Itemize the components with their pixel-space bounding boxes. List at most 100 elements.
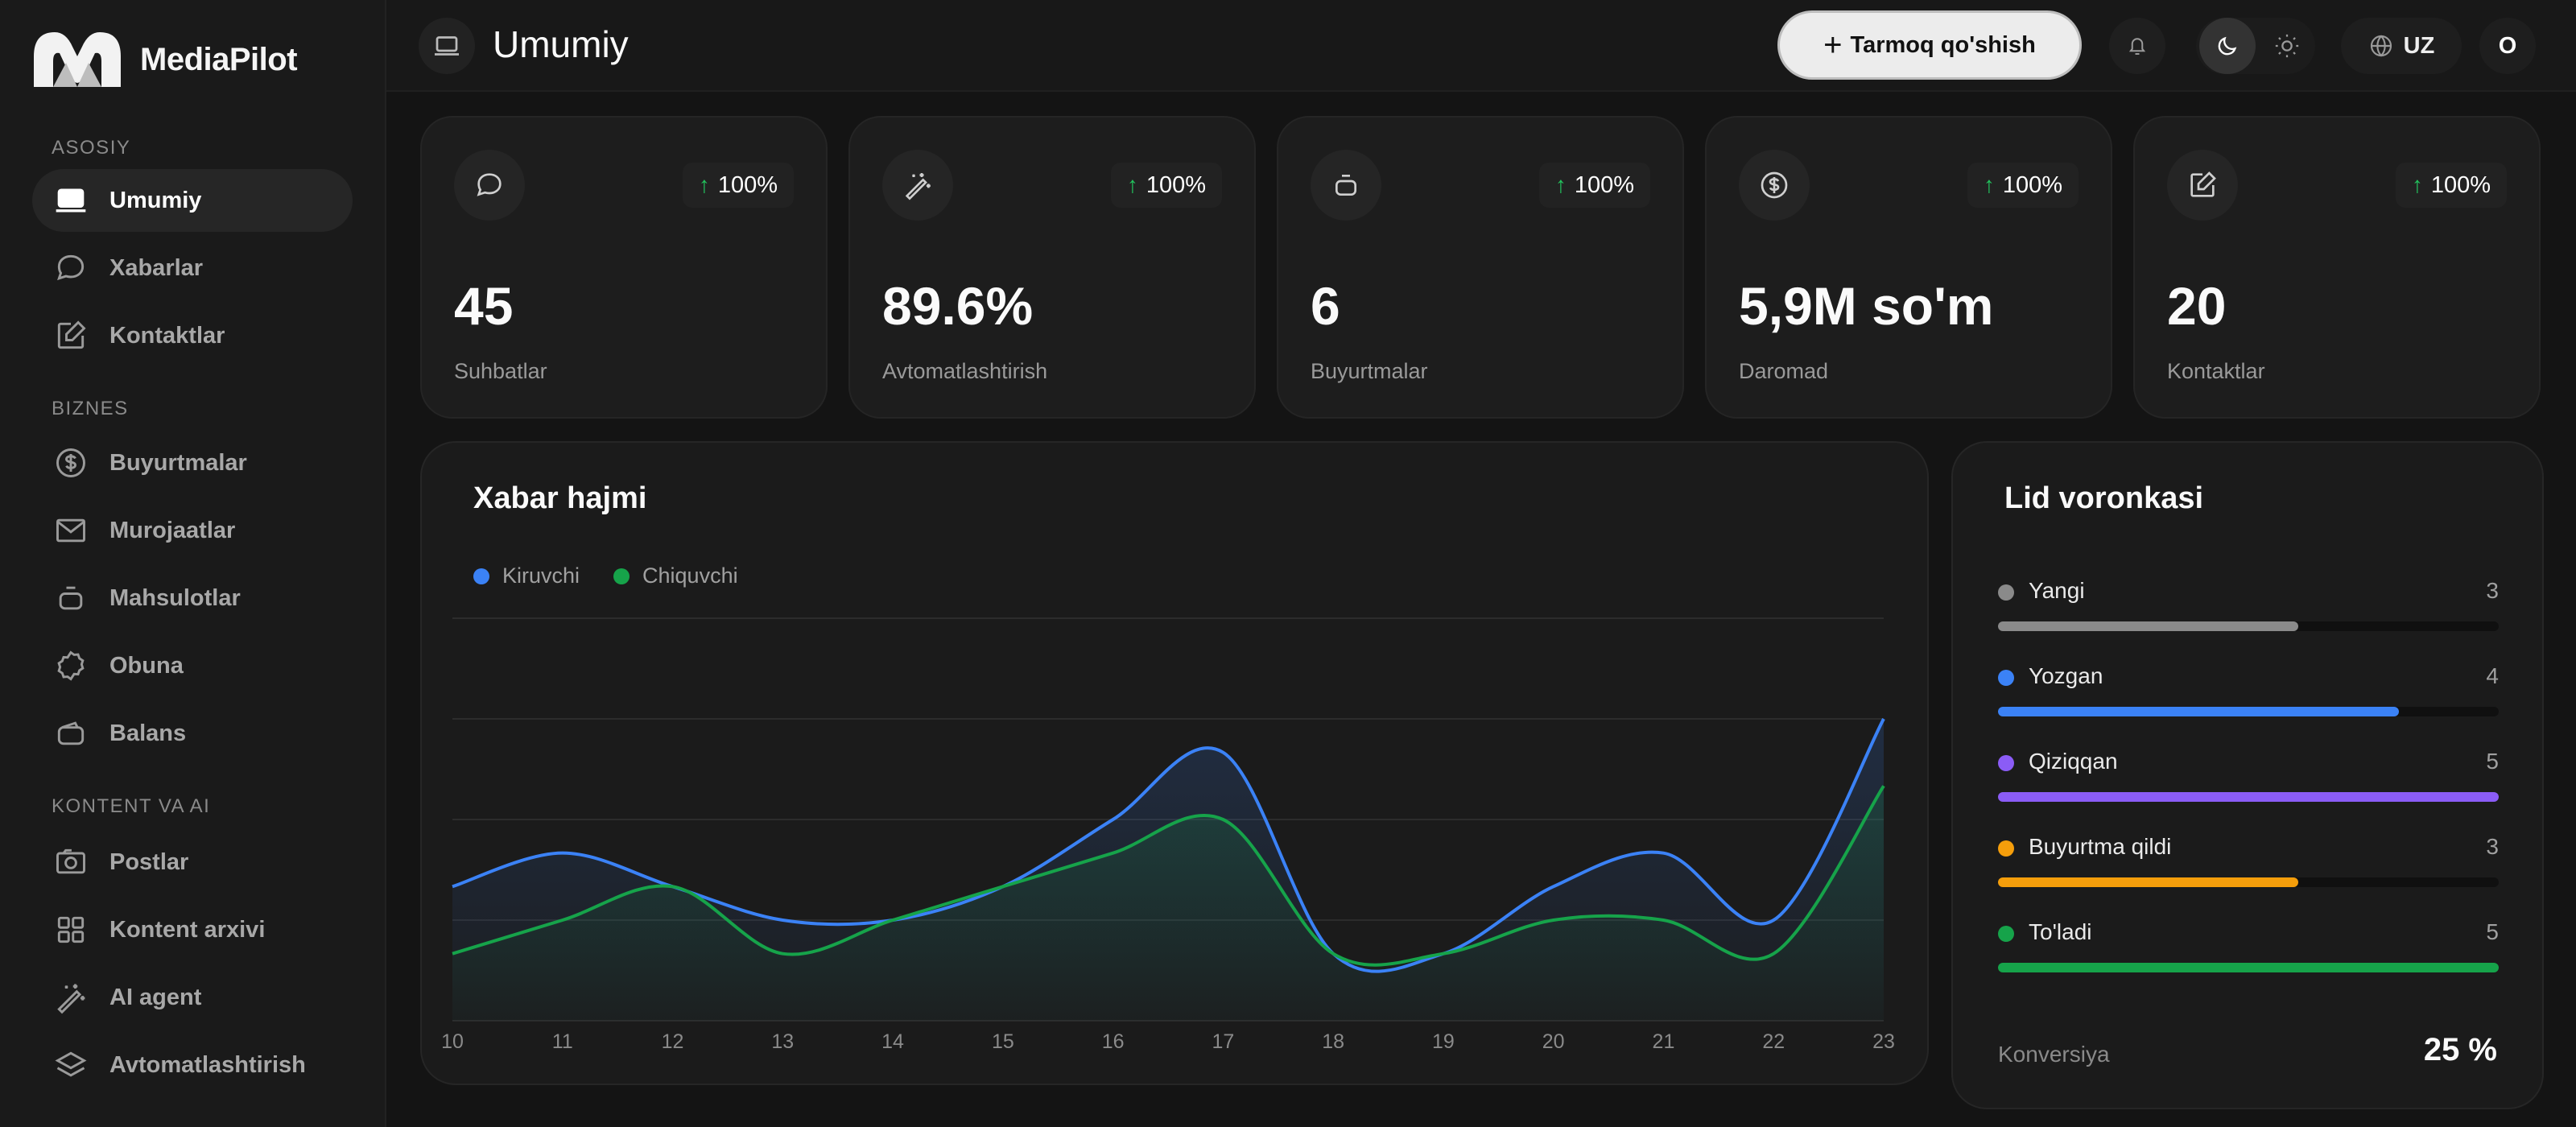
funnel-stage-count: 3: [2486, 834, 2499, 859]
dark-theme-button[interactable]: [2199, 18, 2256, 74]
box-icon: [52, 579, 90, 617]
funnel-stage: Qiziqqan 5: [1998, 749, 2499, 813]
add-network-label: Tarmoq qo'shish: [1850, 31, 2036, 58]
stat-label: Kontaktlar: [2167, 359, 2265, 383]
change-badge: ↑ 100%: [1538, 163, 1650, 208]
light-theme-button[interactable]: [2259, 18, 2315, 74]
arrow-up-icon: ↑: [2411, 172, 2423, 197]
funnel-stage-track: [1998, 877, 2499, 887]
funnel-stage-track: [1998, 963, 2499, 972]
x-tick-label: 18: [1322, 1030, 1344, 1053]
x-tick-label: 23: [1872, 1030, 1895, 1053]
sidebar-item-buyurtmalar[interactable]: Buyurtmalar: [32, 431, 353, 494]
x-tick-label: 16: [1102, 1030, 1125, 1053]
x-tick-label: 14: [881, 1030, 904, 1053]
sidebar-item-label: Umumiy: [109, 187, 202, 213]
chart-legend: Kiruvchi Chiquvchi: [473, 564, 772, 588]
sidebar-item-kontent-arxivi[interactable]: Kontent arxivi: [32, 898, 353, 961]
stat-value: 89.6%: [882, 276, 1034, 336]
arrow-up-icon: ↑: [1554, 172, 1567, 197]
edit-square-icon: [52, 316, 90, 355]
sidebar-item-label: AI agent: [109, 984, 202, 1010]
page-title: Umumiy: [493, 23, 629, 65]
series-line-kiruvchi: [452, 718, 1885, 973]
funnel-stage-fill: [1998, 792, 2499, 802]
app-name: MediaPilot: [140, 41, 298, 77]
funnel-stage-count: 4: [2486, 663, 2499, 688]
x-tick-label: 12: [662, 1030, 684, 1053]
funnel-stage-fill: [1998, 707, 2399, 716]
change-percent: 100%: [717, 171, 778, 198]
notifications-button[interactable]: [2109, 18, 2165, 74]
sun-icon: [2275, 34, 2299, 58]
edit-square-icon: [2167, 150, 2238, 221]
add-network-button[interactable]: + Tarmoq qo'shish: [1777, 10, 2082, 80]
sidebar-item-label: Kontaktlar: [109, 322, 225, 349]
sidebar-item-label: Kontent arxivi: [109, 916, 266, 943]
legend-chiquvchi[interactable]: Chiquvchi: [642, 564, 738, 588]
x-tick-label: 19: [1432, 1030, 1455, 1053]
funnel-stage-track: [1998, 707, 2499, 716]
sidebar-item-label: Avtomatlashtirish: [109, 1051, 306, 1078]
avatar[interactable]: O: [2479, 18, 2536, 74]
dollar-circle-icon: [52, 444, 90, 482]
funnel-stage-dot: [1998, 584, 2014, 601]
lead-funnel-card: Lid voronkasi Yangi 3 Yozgan 4 Qiziqqan 5 Buyu…: [1951, 441, 2544, 1109]
funnel-stage-name: Qiziqqan: [2029, 749, 2118, 774]
funnel-stage-dot: [1998, 840, 2014, 857]
funnel-stage-track: [1998, 792, 2499, 802]
funnel-stage-name: Buyurtma qildi: [2029, 834, 2172, 859]
stat-value: 45: [454, 276, 514, 336]
change-percent: 100%: [1574, 171, 1634, 198]
funnel-stage-fill: [1998, 877, 2299, 887]
sidebar-item-mahsulotlar[interactable]: Mahsulotlar: [32, 567, 353, 630]
message-volume-chart: 10 11 12 13 14 15 16 17 18 19 20 21 22 23: [441, 617, 1895, 1053]
chat-bubble-icon: [52, 249, 90, 287]
sidebar-item-postlar[interactable]: Postlar: [32, 831, 353, 894]
logo-mark-icon: [34, 32, 121, 87]
funnel-stage-name: Yozgan: [2029, 663, 2103, 688]
language-selector[interactable]: UZ: [2341, 18, 2462, 74]
sidebar-item-label: Buyurtmalar: [109, 449, 247, 476]
funnel-stage-dot: [1998, 755, 2014, 771]
legend-kiruvchi[interactable]: Kiruvchi: [502, 564, 580, 588]
sidebar-item-xabarlar[interactable]: Xabarlar: [32, 237, 353, 299]
arrow-up-icon: ↑: [1983, 172, 1995, 197]
sidebar-item-murojaatlar[interactable]: Murojaatlar: [32, 499, 353, 562]
x-tick-label: 20: [1542, 1030, 1565, 1053]
conversion-label: Konversiya: [1998, 1042, 2110, 1067]
sidebar-item-avtomatlashtirish[interactable]: Avtomatlashtirish: [32, 1034, 353, 1096]
conversion-value: 25 %: [2423, 1032, 2497, 1067]
logo[interactable]: MediaPilot: [31, 29, 298, 90]
box-icon: [1311, 150, 1381, 221]
sidebar-item-label: Murojaatlar: [109, 517, 236, 543]
change-badge: ↑ 100%: [2395, 163, 2507, 208]
layers-icon: [52, 1046, 90, 1084]
x-tick-label: 13: [771, 1030, 794, 1053]
stat-value: 20: [2167, 276, 2227, 336]
x-tick-label: 11: [552, 1030, 573, 1053]
sidebar-item-ai-agent[interactable]: AI agent: [32, 966, 353, 1029]
sidebar-item-obuna[interactable]: Obuna: [32, 634, 353, 697]
stat-card-kontaktlar: ↑ 100% 20 Kontaktlar: [2133, 116, 2541, 419]
change-badge: ↑ 100%: [1110, 163, 1222, 208]
sidebar-item-umumiy[interactable]: Umumiy: [32, 169, 353, 232]
camera-icon: [52, 843, 90, 881]
change-percent: 100%: [2430, 171, 2491, 198]
arrow-up-icon: ↑: [1126, 172, 1138, 197]
sidebar-item-label: Xabarlar: [109, 254, 204, 281]
stat-card-buyurtmalar: ↑ 100% 6 Buyurtmalar: [1277, 116, 1684, 419]
sidebar-item-kontaktlar[interactable]: Kontaktlar: [32, 304, 353, 367]
change-badge: ↑ 100%: [1967, 163, 2079, 208]
stat-value: 6: [1311, 276, 1340, 336]
chart-title: Xabar hajmi: [473, 481, 647, 515]
bell-icon: [2128, 38, 2146, 55]
funnel-stage-name: To'ladi: [2029, 919, 2092, 944]
sidebar-item-balans[interactable]: Balans: [32, 702, 353, 765]
wallet-icon: [52, 714, 90, 753]
x-tick-label: 15: [992, 1030, 1014, 1053]
funnel-stage-fill: [1998, 963, 2499, 972]
section-label-asosiy: ASOSIY: [52, 137, 131, 159]
funnel-stage-count: 3: [2486, 578, 2499, 603]
badge-icon: [52, 646, 90, 685]
